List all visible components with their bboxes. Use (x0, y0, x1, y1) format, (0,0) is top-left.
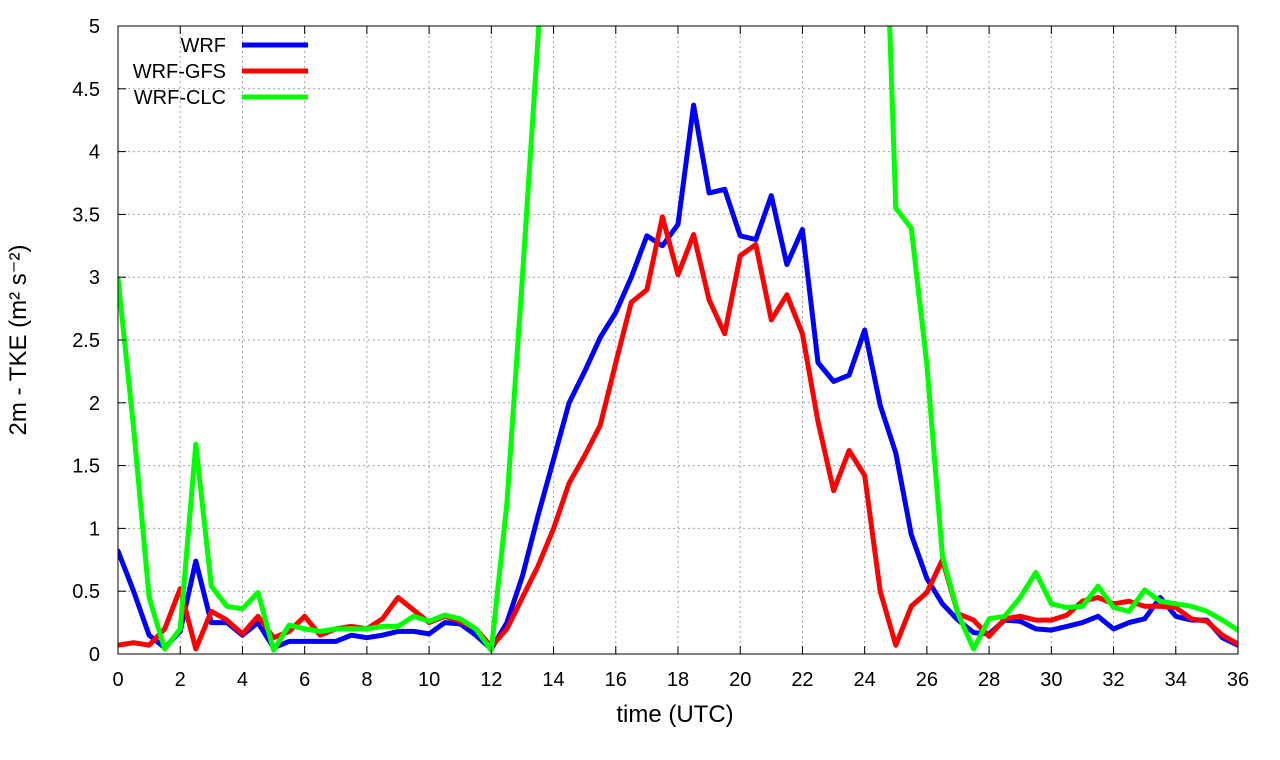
legend-label: WRF-GFS (133, 61, 226, 83)
y-tick-label: 0 (89, 644, 100, 666)
x-tick-label: 24 (854, 669, 876, 691)
y-tick-label: 0.5 (72, 581, 100, 603)
x-tick-label: 18 (667, 669, 689, 691)
y-tick-label: 4.5 (72, 79, 100, 101)
series-line-wrf-clc (118, 26, 1238, 653)
y-tick-label: 2 (89, 393, 100, 415)
x-tick-label: 36 (1227, 669, 1249, 691)
y-tick-label: 3 (89, 267, 100, 289)
x-tick-label: 2 (175, 669, 186, 691)
x-tick-label: 10 (418, 669, 440, 691)
x-axis-ticks: 0 2 4 6 8 10 12 14 16 18 20 22 24 26 28 30 32 34 36 (112, 26, 1249, 691)
legend: WRF WRF-GFS WRF-CLC (133, 35, 308, 109)
x-tick-label: 8 (361, 669, 372, 691)
grid (118, 26, 1238, 654)
x-tick-label: 4 (237, 669, 248, 691)
x-tick-label: 30 (1040, 669, 1062, 691)
legend-label: WRF (180, 35, 226, 57)
series-lines (118, 26, 1238, 653)
series-line-wrf (118, 102, 1238, 652)
x-tick-label: 20 (729, 669, 751, 691)
y-tick-label: 1 (89, 518, 100, 540)
series-line-wrf-gfs (118, 214, 1238, 652)
x-tick-label: 0 (112, 669, 123, 691)
y-tick-label: 1.5 (72, 456, 100, 478)
x-tick-label: 26 (916, 669, 938, 691)
x-tick-label: 16 (605, 669, 627, 691)
x-tick-label: 22 (791, 669, 813, 691)
x-tick-label: 12 (480, 669, 502, 691)
x-tick-label: 34 (1165, 669, 1187, 691)
y-axis-title: 2m - TKE (m² s⁻²) (5, 245, 32, 436)
x-axis-title: time (UTC) (616, 701, 733, 728)
y-tick-label: 5 (89, 16, 100, 38)
y-tick-label: 4 (89, 142, 100, 164)
x-tick-label: 6 (299, 669, 310, 691)
x-tick-label: 32 (1102, 669, 1124, 691)
y-tick-label: 3.5 (72, 204, 100, 226)
x-tick-label: 28 (978, 669, 1000, 691)
y-tick-label: 2.5 (72, 330, 100, 352)
x-tick-label: 14 (542, 669, 564, 691)
y-axis-ticks: 0 0.5 1 1.5 2 2.5 3 3.5 4 4.5 5 (72, 16, 1238, 666)
legend-label: WRF-CLC (134, 87, 226, 109)
